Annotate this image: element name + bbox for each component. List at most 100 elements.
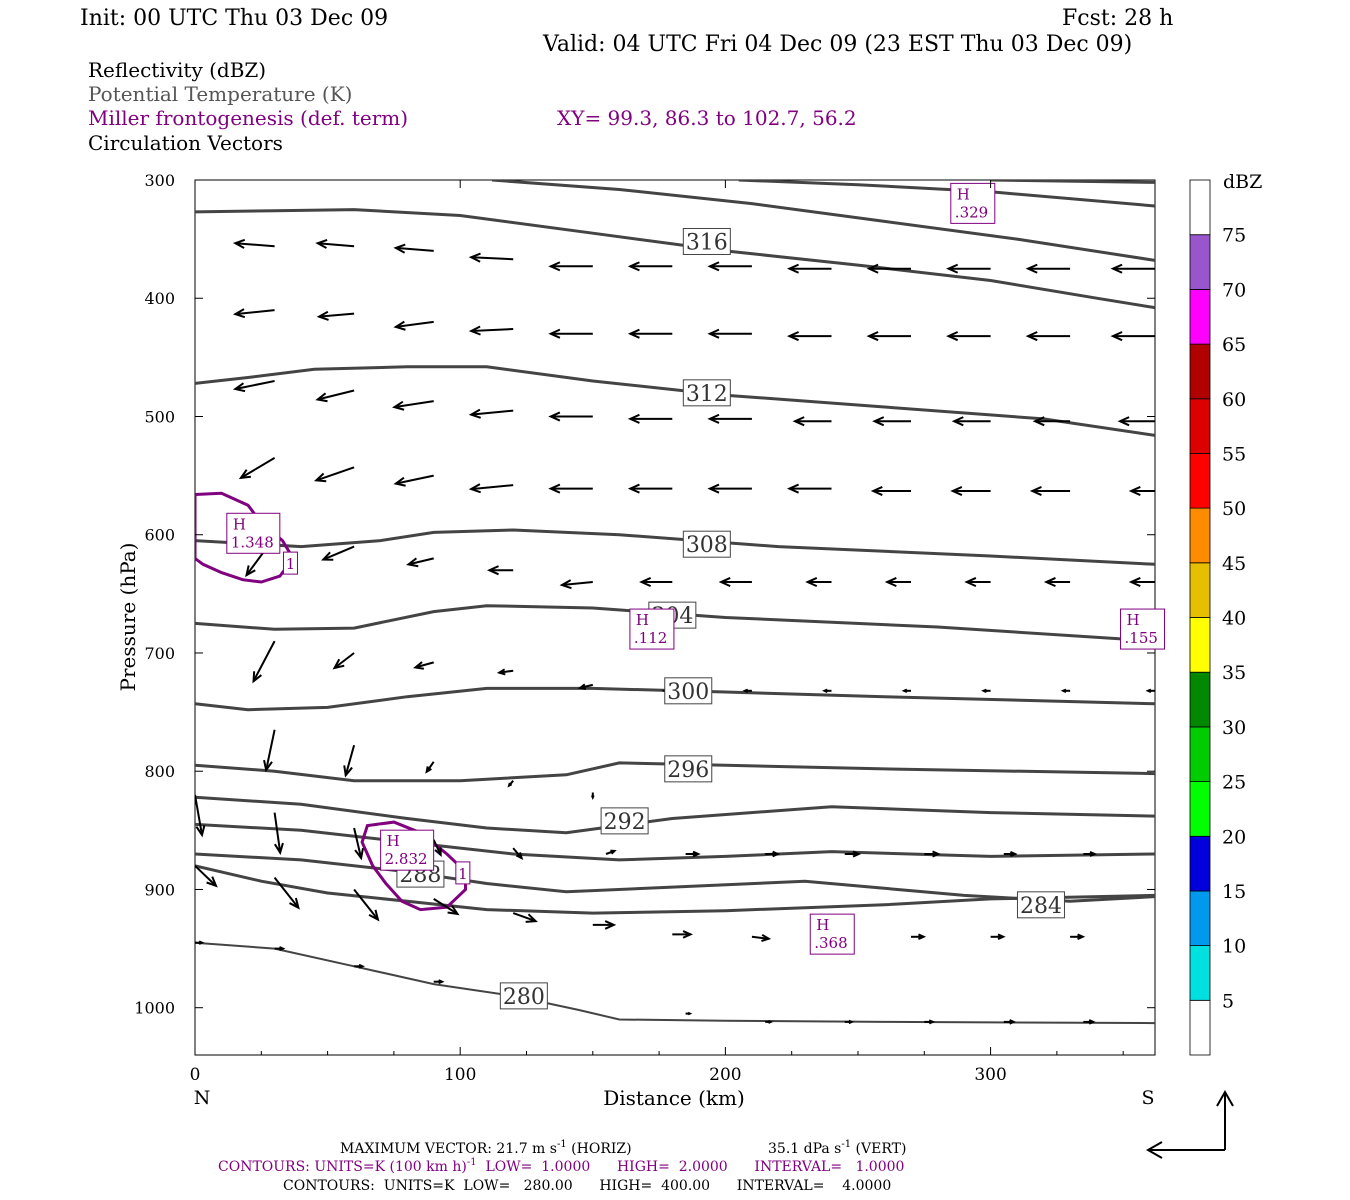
vector-head bbox=[627, 328, 640, 339]
circulation-vector bbox=[512, 847, 524, 860]
vector-shaft bbox=[353, 888, 379, 921]
colorbar-swatch bbox=[1189, 726, 1211, 783]
frontogenesis-contour bbox=[195, 491, 295, 584]
vector-head bbox=[997, 933, 1006, 940]
vector-head bbox=[238, 469, 251, 480]
circulation-vector bbox=[1128, 485, 1155, 496]
circulation-vector bbox=[392, 400, 434, 411]
field-miller-label: Miller frontogenesis (def. term) bbox=[88, 106, 408, 130]
circulation-vector bbox=[393, 474, 434, 487]
high-value: .112 bbox=[634, 629, 667, 647]
vector-shaft bbox=[319, 312, 355, 318]
vector-head bbox=[687, 1011, 693, 1016]
colorbar-level-label: 70 bbox=[1222, 279, 1246, 301]
vector-shaft bbox=[317, 242, 355, 248]
colorbar-level-label: 30 bbox=[1222, 717, 1246, 739]
vector-head bbox=[590, 795, 595, 800]
vector-head bbox=[392, 400, 405, 411]
frontogenesis-label: 1 bbox=[458, 865, 468, 883]
vector-head bbox=[313, 472, 327, 483]
vector-head bbox=[321, 551, 334, 561]
vector-head bbox=[368, 909, 380, 922]
vector-head bbox=[559, 579, 572, 590]
circulation-vector bbox=[718, 577, 752, 588]
vector-head bbox=[263, 759, 273, 773]
vector-head bbox=[206, 876, 218, 888]
vector-head bbox=[434, 847, 442, 858]
vector-head bbox=[413, 661, 425, 670]
y-tick-label: 600 bbox=[144, 526, 175, 545]
vector-head bbox=[525, 913, 538, 923]
vector-shaft bbox=[394, 400, 434, 409]
vector-shaft bbox=[265, 729, 276, 771]
circulation-vector bbox=[950, 485, 991, 496]
vector-head bbox=[1128, 577, 1141, 588]
circulation-vector bbox=[313, 466, 355, 483]
circulation-vector bbox=[1117, 416, 1155, 427]
circulation-vector bbox=[1070, 933, 1086, 940]
colorbar-swatch bbox=[1189, 617, 1211, 673]
vector-head bbox=[918, 933, 927, 940]
circulation-vector bbox=[901, 688, 911, 694]
vector-head bbox=[486, 565, 499, 576]
vector-shaft bbox=[333, 652, 355, 669]
circulation-vector bbox=[924, 1019, 936, 1025]
colorbar-level-label: 55 bbox=[1222, 443, 1246, 465]
circulation-vector bbox=[884, 577, 911, 588]
vector-head bbox=[496, 668, 506, 676]
vector-shaft bbox=[395, 320, 434, 328]
circulation-vector bbox=[1083, 1019, 1096, 1025]
vector-head bbox=[548, 483, 561, 494]
vector-shaft bbox=[433, 898, 459, 915]
colorbar-level-label: 75 bbox=[1222, 225, 1246, 247]
vector-head bbox=[515, 852, 524, 860]
circulation-vector bbox=[548, 483, 593, 494]
colorbar-swatch bbox=[1189, 890, 1211, 947]
theta-contour bbox=[195, 604, 1155, 643]
circulation-vector bbox=[468, 408, 514, 419]
circulation-vector bbox=[486, 565, 514, 576]
frontogenesis-high-marker: H2.832 bbox=[380, 829, 435, 871]
theta-label-box bbox=[499, 982, 548, 1010]
colorbar-level-label: 60 bbox=[1222, 389, 1246, 411]
circulation-vector bbox=[1145, 688, 1155, 694]
colorbar-level-label: 35 bbox=[1222, 662, 1246, 684]
circulation-vector bbox=[951, 416, 991, 427]
y-tick-label: 800 bbox=[144, 762, 175, 781]
circulation-vector bbox=[685, 1011, 693, 1016]
circulation-vector bbox=[946, 263, 991, 274]
colorbar-level-label: 15 bbox=[1222, 881, 1246, 903]
circulation-vector bbox=[274, 946, 286, 952]
reference-vector-icon bbox=[1145, 1089, 1234, 1159]
vector-head bbox=[279, 946, 286, 952]
theta-label: 308 bbox=[686, 533, 728, 558]
colorbar-level-label: 20 bbox=[1222, 826, 1246, 848]
circulation-vector bbox=[1029, 485, 1071, 496]
high-box bbox=[809, 913, 855, 955]
high-letter: H bbox=[387, 832, 400, 850]
vector-shaft bbox=[273, 812, 282, 853]
vector-head bbox=[761, 933, 772, 942]
vector-head bbox=[981, 688, 987, 694]
vector-head bbox=[852, 850, 862, 858]
circulation-vector bbox=[742, 688, 752, 694]
vector-shaft bbox=[471, 484, 514, 491]
vector-head bbox=[438, 979, 445, 985]
y-tick-label: 1000 bbox=[134, 999, 175, 1018]
circulation-vector bbox=[1025, 263, 1071, 274]
circulation-vector bbox=[406, 557, 434, 568]
circulation-vector bbox=[685, 850, 701, 858]
colorbar-swatch bbox=[1189, 398, 1211, 454]
circulation-vector bbox=[627, 413, 673, 424]
field-theta-label: Potential Temperature (K) bbox=[88, 82, 352, 106]
circulation-vector bbox=[263, 729, 276, 773]
theta-contour bbox=[195, 208, 1155, 310]
vector-head bbox=[627, 483, 640, 494]
vector-head bbox=[742, 688, 749, 694]
vector-head bbox=[964, 577, 977, 588]
vector-head bbox=[604, 920, 617, 930]
circulation-vector bbox=[1060, 688, 1071, 694]
high-value: 1.348 bbox=[231, 533, 274, 551]
circulation-vector bbox=[273, 812, 284, 856]
high-box bbox=[226, 512, 281, 554]
